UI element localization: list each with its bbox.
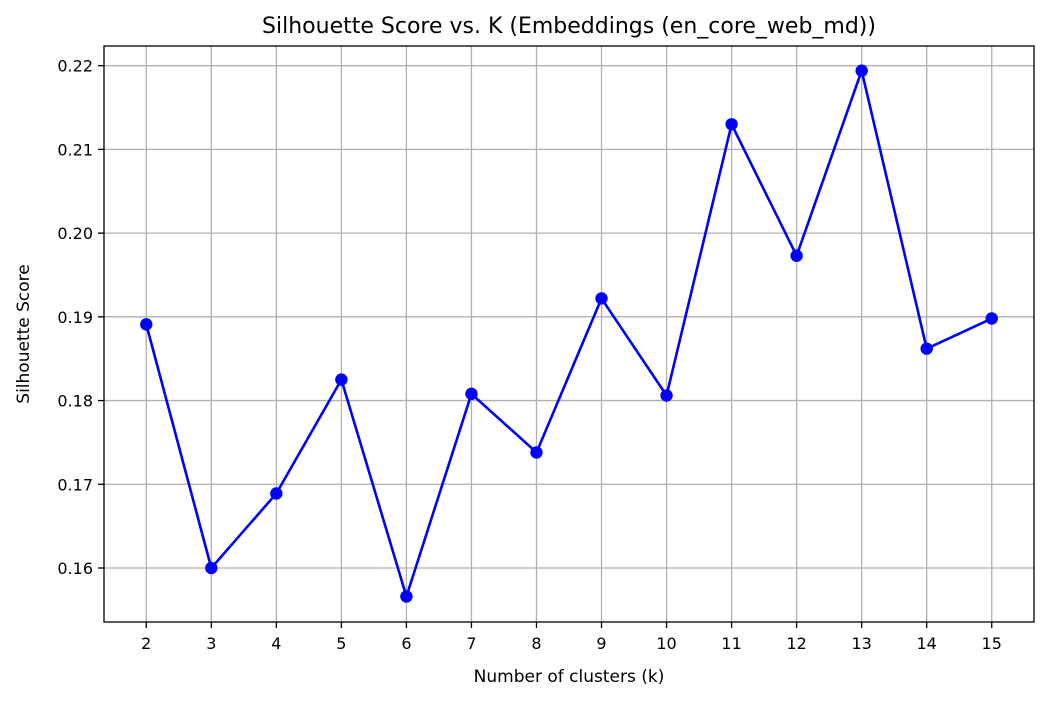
x-tick-label: 7	[466, 634, 476, 653]
y-tick-label: 0.17	[57, 475, 93, 494]
x-tick-label: 10	[656, 634, 676, 653]
y-tick-label: 0.21	[57, 140, 93, 159]
data-point	[205, 561, 218, 575]
data-point	[725, 118, 738, 131]
x-tick-label: 3	[206, 634, 216, 653]
data-point	[920, 342, 933, 355]
y-axis-label: Silhouette Score	[14, 264, 34, 403]
y-tick-label: 0.20	[57, 224, 93, 243]
x-tick-label: 5	[336, 634, 346, 653]
y-tick-label: 0.18	[57, 392, 93, 411]
x-tick-label: 4	[271, 634, 281, 653]
data-point	[660, 389, 673, 402]
x-tick-label: 6	[401, 634, 411, 653]
data-point	[270, 487, 283, 500]
plot-frame	[103, 45, 1035, 623]
data-point	[790, 249, 803, 262]
grid	[104, 46, 1034, 622]
series-line	[145, 69, 993, 598]
data-point	[465, 387, 478, 401]
data-point	[400, 590, 413, 603]
x-tick-label: 15	[982, 634, 1002, 653]
axes: 2 3 4 5 6 7 8 9 10 11 12 13 14 15 0.16 0.17 0.18 0.19 0.20…	[57, 57, 1002, 653]
x-tick-label: 9	[596, 634, 606, 653]
data-point	[335, 373, 348, 386]
chart-title: Silhouette Score vs. K (Embeddings (en_c…	[262, 14, 876, 39]
x-tick-label: 12	[786, 634, 806, 653]
x-tick-label: 11	[721, 634, 741, 653]
data-point	[595, 292, 608, 305]
x-tick-label: 8	[531, 634, 541, 653]
x-tick-label: 14	[917, 634, 937, 653]
y-tick-label: 0.22	[57, 57, 93, 76]
x-axis-label: Number of clusters (k)	[474, 667, 665, 687]
x-tick-label: 2	[141, 634, 151, 653]
y-tick-label: 0.19	[57, 308, 93, 327]
x-tick-label: 13	[851, 634, 871, 653]
data-point	[530, 446, 543, 459]
data-point	[855, 64, 868, 77]
data-point	[985, 312, 998, 325]
series-layer	[140, 64, 998, 603]
y-tick-label: 0.16	[57, 559, 93, 578]
data-point	[140, 318, 153, 331]
